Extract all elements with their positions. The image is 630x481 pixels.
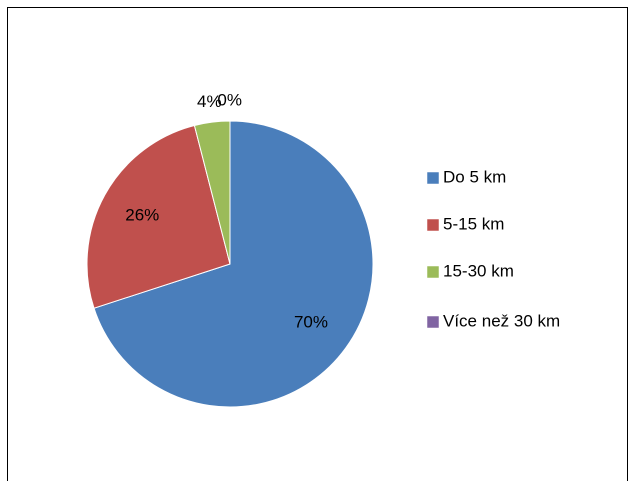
data-label: 70% bbox=[294, 312, 328, 331]
legend-swatch bbox=[426, 171, 440, 185]
pie-slice bbox=[93, 120, 374, 408]
data-label: 0% bbox=[217, 90, 242, 109]
legend-swatch bbox=[426, 218, 440, 232]
data-label: 4% bbox=[197, 92, 222, 111]
legend-label: Více než 30 km bbox=[443, 311, 560, 330]
pie-slice bbox=[86, 124, 231, 309]
legend-label: 5-15 km bbox=[443, 214, 504, 233]
legend-swatch bbox=[426, 265, 440, 279]
legend-label: 15-30 km bbox=[443, 261, 514, 280]
data-label: 26% bbox=[125, 205, 159, 224]
legend-swatch bbox=[426, 315, 440, 329]
legend-label: Do 5 km bbox=[443, 167, 506, 186]
